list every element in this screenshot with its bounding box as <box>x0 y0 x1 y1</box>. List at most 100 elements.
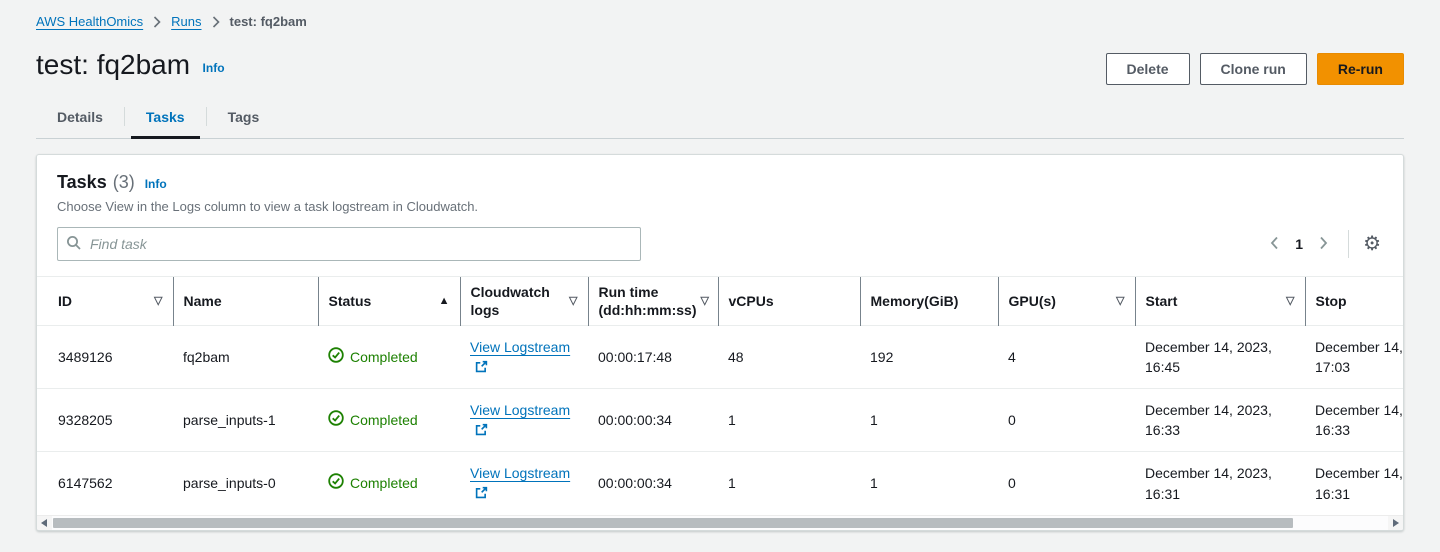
tab-divider <box>123 107 125 126</box>
column-header-cloudwatch-logs[interactable]: Cloudwatch logs ▽ <box>460 277 589 326</box>
clone-run-button[interactable]: Clone run <box>1199 53 1307 85</box>
cell-run-time: 00:00:00:34 <box>588 451 718 515</box>
cell-memory: 1 <box>860 388 998 452</box>
pagination-previous-button[interactable] <box>1262 232 1287 257</box>
table-row: 3489126 fq2bam Completed View Logstream … <box>37 325 1403 389</box>
cell-vcpus: 1 <box>718 388 860 452</box>
cell-start: December 14, 2023, 16:45 <box>1135 325 1305 389</box>
status-label: Completed <box>350 475 418 492</box>
page-header: test: fq2bam Info Delete Clone run Re-ru… <box>36 49 1404 85</box>
column-header-status[interactable]: Status ▲ <box>318 277 461 326</box>
view-logstream-link[interactable]: View Logstream <box>470 338 571 355</box>
tasks-info-link[interactable]: Info <box>144 177 167 191</box>
column-header-gpus[interactable]: GPU(s) ▽ <box>998 277 1136 326</box>
tab-tags[interactable]: Tags <box>207 101 281 138</box>
cell-id: 9328205 <box>37 388 173 452</box>
tasks-table: ID ▽ Name Status ▲ Cloudwatch logs ▽ Run ti… <box>37 277 1403 515</box>
scroll-right-arrow[interactable] <box>1388 515 1403 530</box>
breadcrumb-current: test: fq2bam <box>229 14 307 29</box>
sort-icon[interactable]: ▽ <box>569 295 578 308</box>
tab-divider <box>205 107 207 126</box>
cell-id: 6147562 <box>37 451 173 515</box>
search-input[interactable] <box>57 227 641 261</box>
column-header-run-time[interactable]: Run time (dd:hh:mm:ss) ▽ <box>588 277 719 326</box>
cell-run-time: 00:00:17:48 <box>588 325 718 389</box>
sort-icon[interactable]: ▽ <box>154 295 163 308</box>
column-header-id[interactable]: ID ▽ <box>37 277 174 326</box>
external-link-icon <box>475 486 488 502</box>
page-info-link[interactable]: Info <box>202 61 225 75</box>
breadcrumb-link-healthomics[interactable]: AWS HealthOmics <box>36 14 144 29</box>
delete-button[interactable]: Delete <box>1105 53 1190 85</box>
cell-memory: 192 <box>860 325 998 389</box>
tasks-toolbar: 1 ⚙ <box>57 227 1383 261</box>
success-check-icon <box>328 410 344 431</box>
tab-tasks[interactable]: Tasks <box>125 101 206 139</box>
column-header-start[interactable]: Start ▽ <box>1135 277 1306 326</box>
sort-ascending-icon[interactable]: ▲ <box>438 295 450 308</box>
tab-bar: Details Tasks Tags <box>36 101 1404 139</box>
column-header-memory[interactable]: Memory(GiB) <box>860 277 999 326</box>
column-label: Cloudwatch logs <box>470 284 550 319</box>
cell-start: December 14, 2023, 16:33 <box>1135 388 1305 452</box>
column-label: Name <box>183 293 222 310</box>
column-label: Start <box>1145 293 1178 310</box>
tab-details[interactable]: Details <box>36 101 124 138</box>
scrollbar-thumb[interactable] <box>53 517 1293 528</box>
cell-stop: December 14, 16:31 <box>1305 451 1403 515</box>
external-link-icon <box>475 360 488 376</box>
external-link-icon <box>475 423 488 439</box>
status-badge: Completed <box>328 473 450 494</box>
column-label: vCPUs <box>728 293 774 310</box>
cell-gpus: 4 <box>998 325 1135 389</box>
column-header-vcpus[interactable]: vCPUs <box>718 277 861 326</box>
tasks-count: (3) <box>112 172 135 192</box>
column-label: GPU(s) <box>1008 293 1056 310</box>
success-check-icon <box>328 473 344 494</box>
success-check-icon <box>328 347 344 368</box>
cell-stop: December 14, 17:03 <box>1305 325 1403 389</box>
table-row: 9328205 parse_inputs-1 Completed View Lo… <box>37 388 1403 452</box>
status-label: Completed <box>350 412 418 429</box>
cell-memory: 1 <box>860 451 998 515</box>
tasks-table-viewport: ID ▽ Name Status ▲ Cloudwatch logs ▽ Run ti… <box>37 276 1403 515</box>
column-header-stop[interactable]: Stop <box>1305 277 1403 326</box>
task-search <box>57 227 641 261</box>
scroll-left-arrow[interactable] <box>37 515 52 530</box>
cell-name: fq2bam <box>173 325 318 389</box>
sort-icon[interactable]: ▽ <box>700 295 709 308</box>
tasks-panel: Tasks (3) Info Choose View in the Logs c… <box>36 154 1404 531</box>
column-header-name[interactable]: Name <box>173 277 319 326</box>
cell-stop: December 14, 16:33 <box>1305 388 1403 452</box>
tasks-description: Choose View in the Logs column to view a… <box>57 199 479 214</box>
status-badge: Completed <box>328 410 450 431</box>
view-logstream-link[interactable]: View Logstream <box>470 401 571 418</box>
page: AWS HealthOmics Runs test: fq2bam test: … <box>36 14 1404 531</box>
pagination-next-button[interactable] <box>1311 232 1336 257</box>
chevron-left-icon <box>1270 236 1279 253</box>
search-icon <box>66 235 82 256</box>
re-run-button[interactable]: Re-run <box>1316 53 1404 85</box>
status-badge: Completed <box>328 347 450 368</box>
sort-icon[interactable]: ▽ <box>1286 295 1295 308</box>
cell-gpus: 0 <box>998 451 1135 515</box>
chevron-right-icon <box>153 15 161 28</box>
breadcrumb: AWS HealthOmics Runs test: fq2bam <box>36 14 1404 29</box>
cell-vcpus: 1 <box>718 451 860 515</box>
cell-start: December 14, 2023, 16:31 <box>1135 451 1305 515</box>
sort-icon[interactable]: ▽ <box>1116 295 1125 308</box>
cell-name: parse_inputs-1 <box>173 388 318 452</box>
column-label: Run time (dd:hh:mm:ss) <box>598 284 697 319</box>
cell-gpus: 0 <box>998 388 1135 452</box>
tasks-panel-header: Tasks (3) Info Choose View in the Logs c… <box>37 155 1403 276</box>
chevron-right-icon <box>1319 236 1328 253</box>
breadcrumb-link-runs[interactable]: Runs <box>171 14 202 29</box>
header-actions: Delete Clone run Re-run <box>1105 53 1404 85</box>
column-label: ID <box>58 293 72 310</box>
pagination-page-1[interactable]: 1 <box>1295 236 1304 252</box>
chevron-right-icon <box>212 15 220 28</box>
view-logstream-link[interactable]: View Logstream <box>470 464 571 481</box>
table-settings-button[interactable]: ⚙ <box>1361 232 1383 256</box>
tools-divider <box>1348 230 1350 258</box>
column-label: Memory(GiB) <box>870 293 959 310</box>
